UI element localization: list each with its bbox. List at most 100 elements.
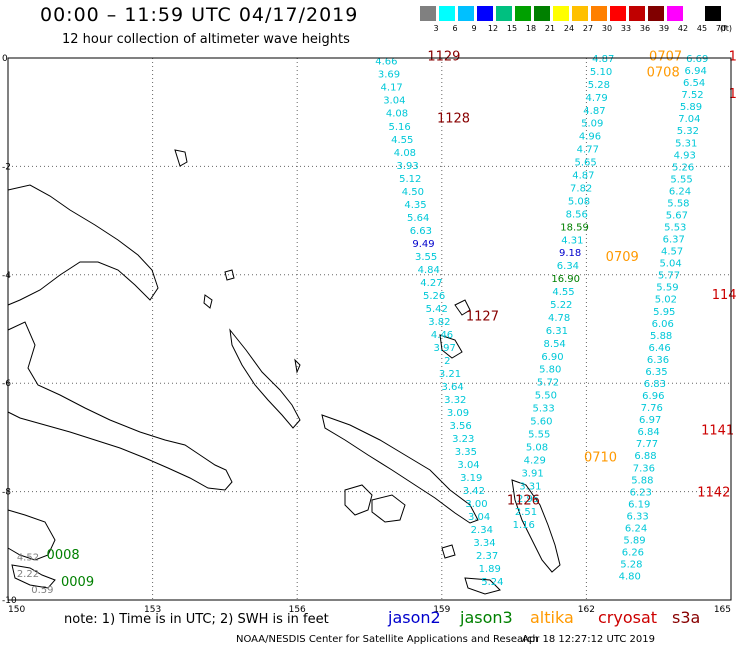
island-outline (439, 334, 463, 359)
wave-height-value: 4.31 (561, 235, 583, 246)
satellite-label-s3a: s3a (672, 608, 701, 627)
satellite-label-altika: altika (530, 608, 574, 627)
island-outline (229, 328, 301, 429)
wave-height-tracks: 4.66 3.69 4.17 3.04 4.08 5.16 4.55 4.08 3.93 5.12… (17, 54, 709, 596)
wave-height-value: 5.24 (481, 577, 503, 588)
wave-height-value: 4.55 (391, 135, 413, 146)
wave-height-value: 5.16 (388, 122, 410, 133)
wave-height-value: 5.50 (535, 391, 557, 402)
wave-height-value: 3.04 (383, 96, 405, 107)
wave-height-value: 2.37 (476, 551, 498, 562)
wave-height-value: 4.80 (619, 572, 641, 583)
wave-height-value: 3.00 (465, 499, 487, 510)
wave-height-value: 6.69 (686, 54, 708, 65)
wave-height-value: 1.89 (479, 564, 501, 575)
wave-height-value: 18.59 (560, 222, 589, 233)
wave-height-value: 2.22 (17, 569, 39, 580)
wave-height-value: 5.31 (675, 138, 697, 149)
island-outline (7, 321, 233, 491)
legend-swatch (610, 6, 626, 21)
wave-height-value: 8.54 (544, 339, 566, 350)
wave-height-value: 6.31 (546, 326, 568, 337)
footnote: note: 1) Time is in UTC; 2) SWH is in fe… (64, 612, 329, 627)
legend-label: 45 (696, 24, 708, 33)
wave-height-value: 5.28 (588, 80, 610, 91)
wave-height-value: 16.90 (551, 274, 580, 285)
wave-height-value: 1.16 (513, 520, 535, 531)
pass-time-label: 1127 (466, 309, 499, 324)
wave-height-value: 8.56 (566, 209, 588, 220)
wave-height-value: 4.46 (431, 330, 453, 341)
wave-height-value: 4.57 (661, 247, 683, 258)
coastline (7, 149, 561, 595)
legend-label: 15 (506, 24, 518, 33)
wave-height-value: 6.83 (644, 379, 666, 390)
wave-height-value: 3.91 (521, 468, 543, 479)
wave-height-value: 5.28 (620, 560, 642, 571)
lon-tick-label: 153 (144, 605, 161, 615)
wave-height-value: 2.34 (471, 525, 493, 536)
wave-height-value: 5.55 (528, 429, 550, 440)
wave-height-value: 6.54 (683, 78, 705, 89)
pass-time-label: 1 (729, 87, 737, 102)
legend-swatch (515, 6, 531, 21)
legend-swatch (458, 6, 474, 21)
island-outline (7, 184, 159, 306)
pass-time-labels: 1129 1128 1127 1126 0707 0708 0709 0710 114 1141 1… (47, 49, 737, 590)
wave-height-value: 5.32 (677, 126, 699, 137)
wave-height-value: 4.08 (394, 148, 416, 159)
wave-height-value: 2.51 (515, 507, 537, 518)
legend-label: 12 (487, 24, 499, 33)
wave-height-value: 7.82 (570, 183, 592, 194)
wave-height-value: 3.23 (452, 434, 474, 445)
wave-height-value: 0.59 (31, 585, 53, 596)
legend-label: 24 (563, 24, 575, 33)
pass-time-label: 114 (712, 288, 737, 303)
legend-label: 30 (601, 24, 613, 33)
wave-height-value: 6.97 (639, 415, 661, 426)
island-outline (7, 509, 56, 561)
page-subtitle: 12 hour collection of altimeter wave hei… (62, 32, 350, 47)
lat-tick-label: -8 (2, 488, 11, 498)
wave-height-value: 7.04 (678, 114, 700, 125)
island-outline (11, 564, 56, 589)
wave-height-value: 7.36 (633, 463, 655, 474)
wave-height-value: 3.93 (396, 161, 418, 172)
map-frame (7, 57, 732, 601)
pass-time-label: 0009 (61, 575, 94, 590)
wave-height-value: 4.52 (17, 553, 39, 564)
legend-swatch (496, 6, 512, 21)
legend-label: 21 (544, 24, 556, 33)
wave-height-value: 6.37 (663, 235, 685, 246)
wave-height-value: 6.35 (645, 367, 667, 378)
wave-height-value: 4.78 (548, 313, 570, 324)
wave-height-value: 2.95 (517, 494, 539, 505)
wave-height-value: 5.55 (670, 174, 692, 185)
legend-swatch (705, 6, 721, 21)
wave-height-value: 5.95 (653, 307, 675, 318)
island-outline (294, 358, 301, 374)
legend-label: 42 (677, 24, 689, 33)
island-outline (511, 479, 561, 573)
wave-height-value: 4.50 (402, 187, 424, 198)
wave-height-value: 6.23 (630, 487, 652, 498)
legend-swatch (534, 6, 550, 21)
page-title: 00:00 – 11:59 UTC 04/17/2019 (40, 4, 359, 26)
wave-height-value: 4.87 (572, 171, 594, 182)
wave-height-value: 5.12 (399, 174, 421, 185)
wave-height-value: 4.87 (592, 54, 614, 65)
legend-swatch (420, 6, 436, 21)
wave-height-value: 4.87 (583, 106, 605, 117)
legend-label: 6 (452, 24, 458, 33)
pass-time-label: 1129 (427, 49, 460, 64)
island-outline (464, 577, 501, 595)
satellite-label-jason2: jason2 (388, 608, 441, 627)
wave-height-value: 4.27 (420, 278, 442, 289)
satellite-label-jason3: jason3 (460, 608, 513, 627)
wave-height-value: 5.09 (581, 119, 603, 130)
lat-tick-label: 0 (2, 54, 8, 64)
wave-height-value: 5.10 (590, 67, 612, 78)
wave-height-value: 6.26 (622, 548, 644, 559)
wave-height-value: 6.96 (642, 391, 664, 402)
island-outline (224, 269, 235, 281)
